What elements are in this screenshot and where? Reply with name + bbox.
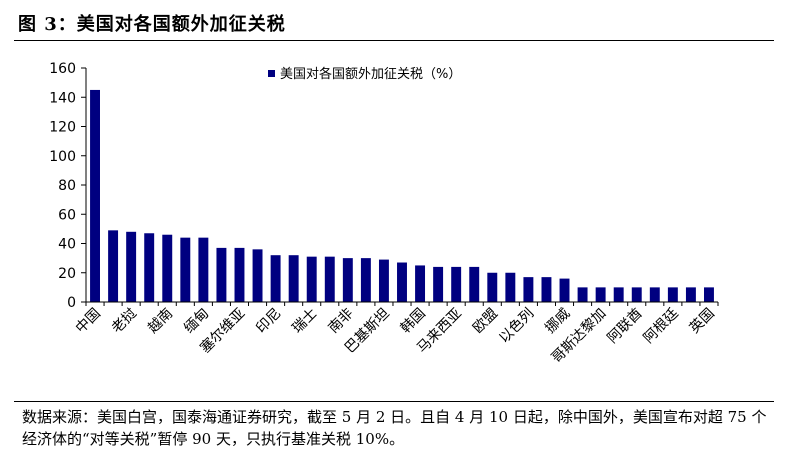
legend-swatch <box>268 70 275 77</box>
y-tick-label: 0 <box>67 295 76 311</box>
y-tick-label: 40 <box>58 237 76 253</box>
bar <box>144 233 155 302</box>
bar <box>270 255 281 302</box>
x-tick-label: 欧盟 <box>470 306 501 337</box>
bar <box>342 258 353 302</box>
bar <box>397 262 407 302</box>
bar <box>469 266 480 302</box>
x-tick-label: 缅甸 <box>181 306 212 337</box>
bar <box>162 234 173 302</box>
bar <box>631 287 642 302</box>
bar <box>577 287 588 302</box>
y-tick-label: 160 <box>49 61 76 77</box>
bar <box>685 287 696 302</box>
x-tick-label: 韩国 <box>398 306 429 337</box>
bar <box>523 277 534 302</box>
bar <box>487 272 498 302</box>
x-tick-label: 南非 <box>326 306 357 337</box>
title-rule <box>14 40 774 41</box>
legend-label: 美国对各国额外加征关税（%） <box>280 66 461 82</box>
y-axis: 0 20 40 60 80 100 120 140 160 <box>49 61 87 311</box>
bar <box>234 247 245 302</box>
bar <box>324 256 335 302</box>
bars <box>90 89 714 302</box>
y-tick-label: 100 <box>49 149 76 165</box>
bar <box>505 272 516 302</box>
bar <box>667 287 678 302</box>
bar <box>198 237 209 302</box>
x-tick-label: 以色列 <box>496 305 538 347</box>
source-rule <box>14 401 774 402</box>
bar <box>126 231 137 302</box>
bar <box>433 266 444 302</box>
bar <box>306 256 317 302</box>
bar <box>90 89 100 302</box>
x-tick-label: 阿联酋 <box>604 305 646 347</box>
x-tick-label: 印尼 <box>253 306 284 337</box>
bar <box>559 278 570 302</box>
bar <box>595 287 606 302</box>
bar <box>180 237 191 302</box>
bar <box>360 258 371 302</box>
bar <box>613 287 624 302</box>
y-tick-label: 80 <box>58 178 76 194</box>
bar <box>252 249 263 302</box>
x-tick-label: 中国 <box>73 306 104 337</box>
bar <box>108 230 119 302</box>
legend: 美国对各国额外加征关税（%） <box>268 66 461 82</box>
x-tick-label: 挪威 <box>542 306 573 337</box>
x-tick-label: 阿根廷 <box>641 306 682 347</box>
bar <box>288 255 299 302</box>
bar <box>649 287 660 302</box>
source-note: 数据来源：美国白宫，国泰海通证券研究，截至 5 月 2 日。且自 4 月 10 … <box>22 408 767 448</box>
bar <box>541 277 552 302</box>
x-tick-label: 越南 <box>145 306 176 337</box>
bar <box>216 247 227 302</box>
bar <box>378 259 389 302</box>
y-tick-label: 20 <box>58 266 76 282</box>
bar <box>415 265 426 302</box>
bar <box>704 287 714 302</box>
x-tick-label: 瑞士 <box>289 306 320 337</box>
y-tick-label: 140 <box>49 90 76 106</box>
bar <box>451 266 462 302</box>
y-tick-label: 60 <box>58 207 76 223</box>
figure-title: 图 3：美国对各国额外加征关税 <box>18 14 286 35</box>
y-tick-label: 120 <box>49 120 76 136</box>
x-tick-label: 英国 <box>686 305 718 337</box>
x-tick-label: 老挝 <box>109 306 140 337</box>
